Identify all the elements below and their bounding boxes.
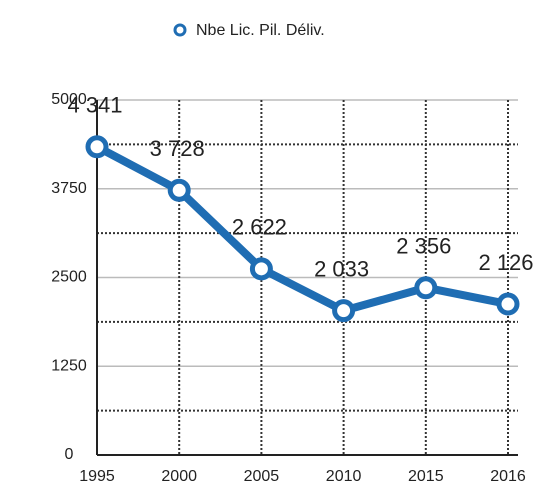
x-tick-label: 2005 bbox=[244, 468, 280, 485]
point-marker bbox=[496, 292, 520, 316]
point-marker bbox=[332, 299, 356, 323]
data-label: 3 728 bbox=[150, 136, 205, 161]
data-label: 2 126 bbox=[478, 250, 533, 275]
x-tick-label: 2016 bbox=[490, 468, 526, 485]
y-tick-label: 1250 bbox=[51, 357, 87, 374]
x-tick-label: 2000 bbox=[161, 468, 197, 485]
y-tick-label: 5000 bbox=[51, 91, 87, 108]
data-label: 2 033 bbox=[314, 256, 369, 281]
data-label: 2 622 bbox=[232, 215, 287, 240]
point-marker bbox=[85, 135, 109, 159]
x-tick-label: 2015 bbox=[408, 468, 444, 485]
data-label: 4 341 bbox=[67, 93, 122, 118]
y-tick-label: 2500 bbox=[51, 269, 87, 286]
point-marker bbox=[414, 276, 438, 300]
series-line bbox=[95, 143, 509, 315]
point-marker bbox=[249, 257, 273, 281]
legend-label: Nbe Lic. Pil. Déliv. bbox=[196, 22, 325, 39]
y-tick-label: 0 bbox=[65, 446, 74, 463]
data-label: 2 356 bbox=[396, 234, 451, 259]
legend-marker bbox=[173, 23, 187, 37]
x-tick-label: 1995 bbox=[79, 468, 115, 485]
x-tick-label: 2010 bbox=[326, 468, 362, 485]
point-marker bbox=[167, 178, 191, 202]
y-tick-label: 3750 bbox=[51, 180, 87, 197]
